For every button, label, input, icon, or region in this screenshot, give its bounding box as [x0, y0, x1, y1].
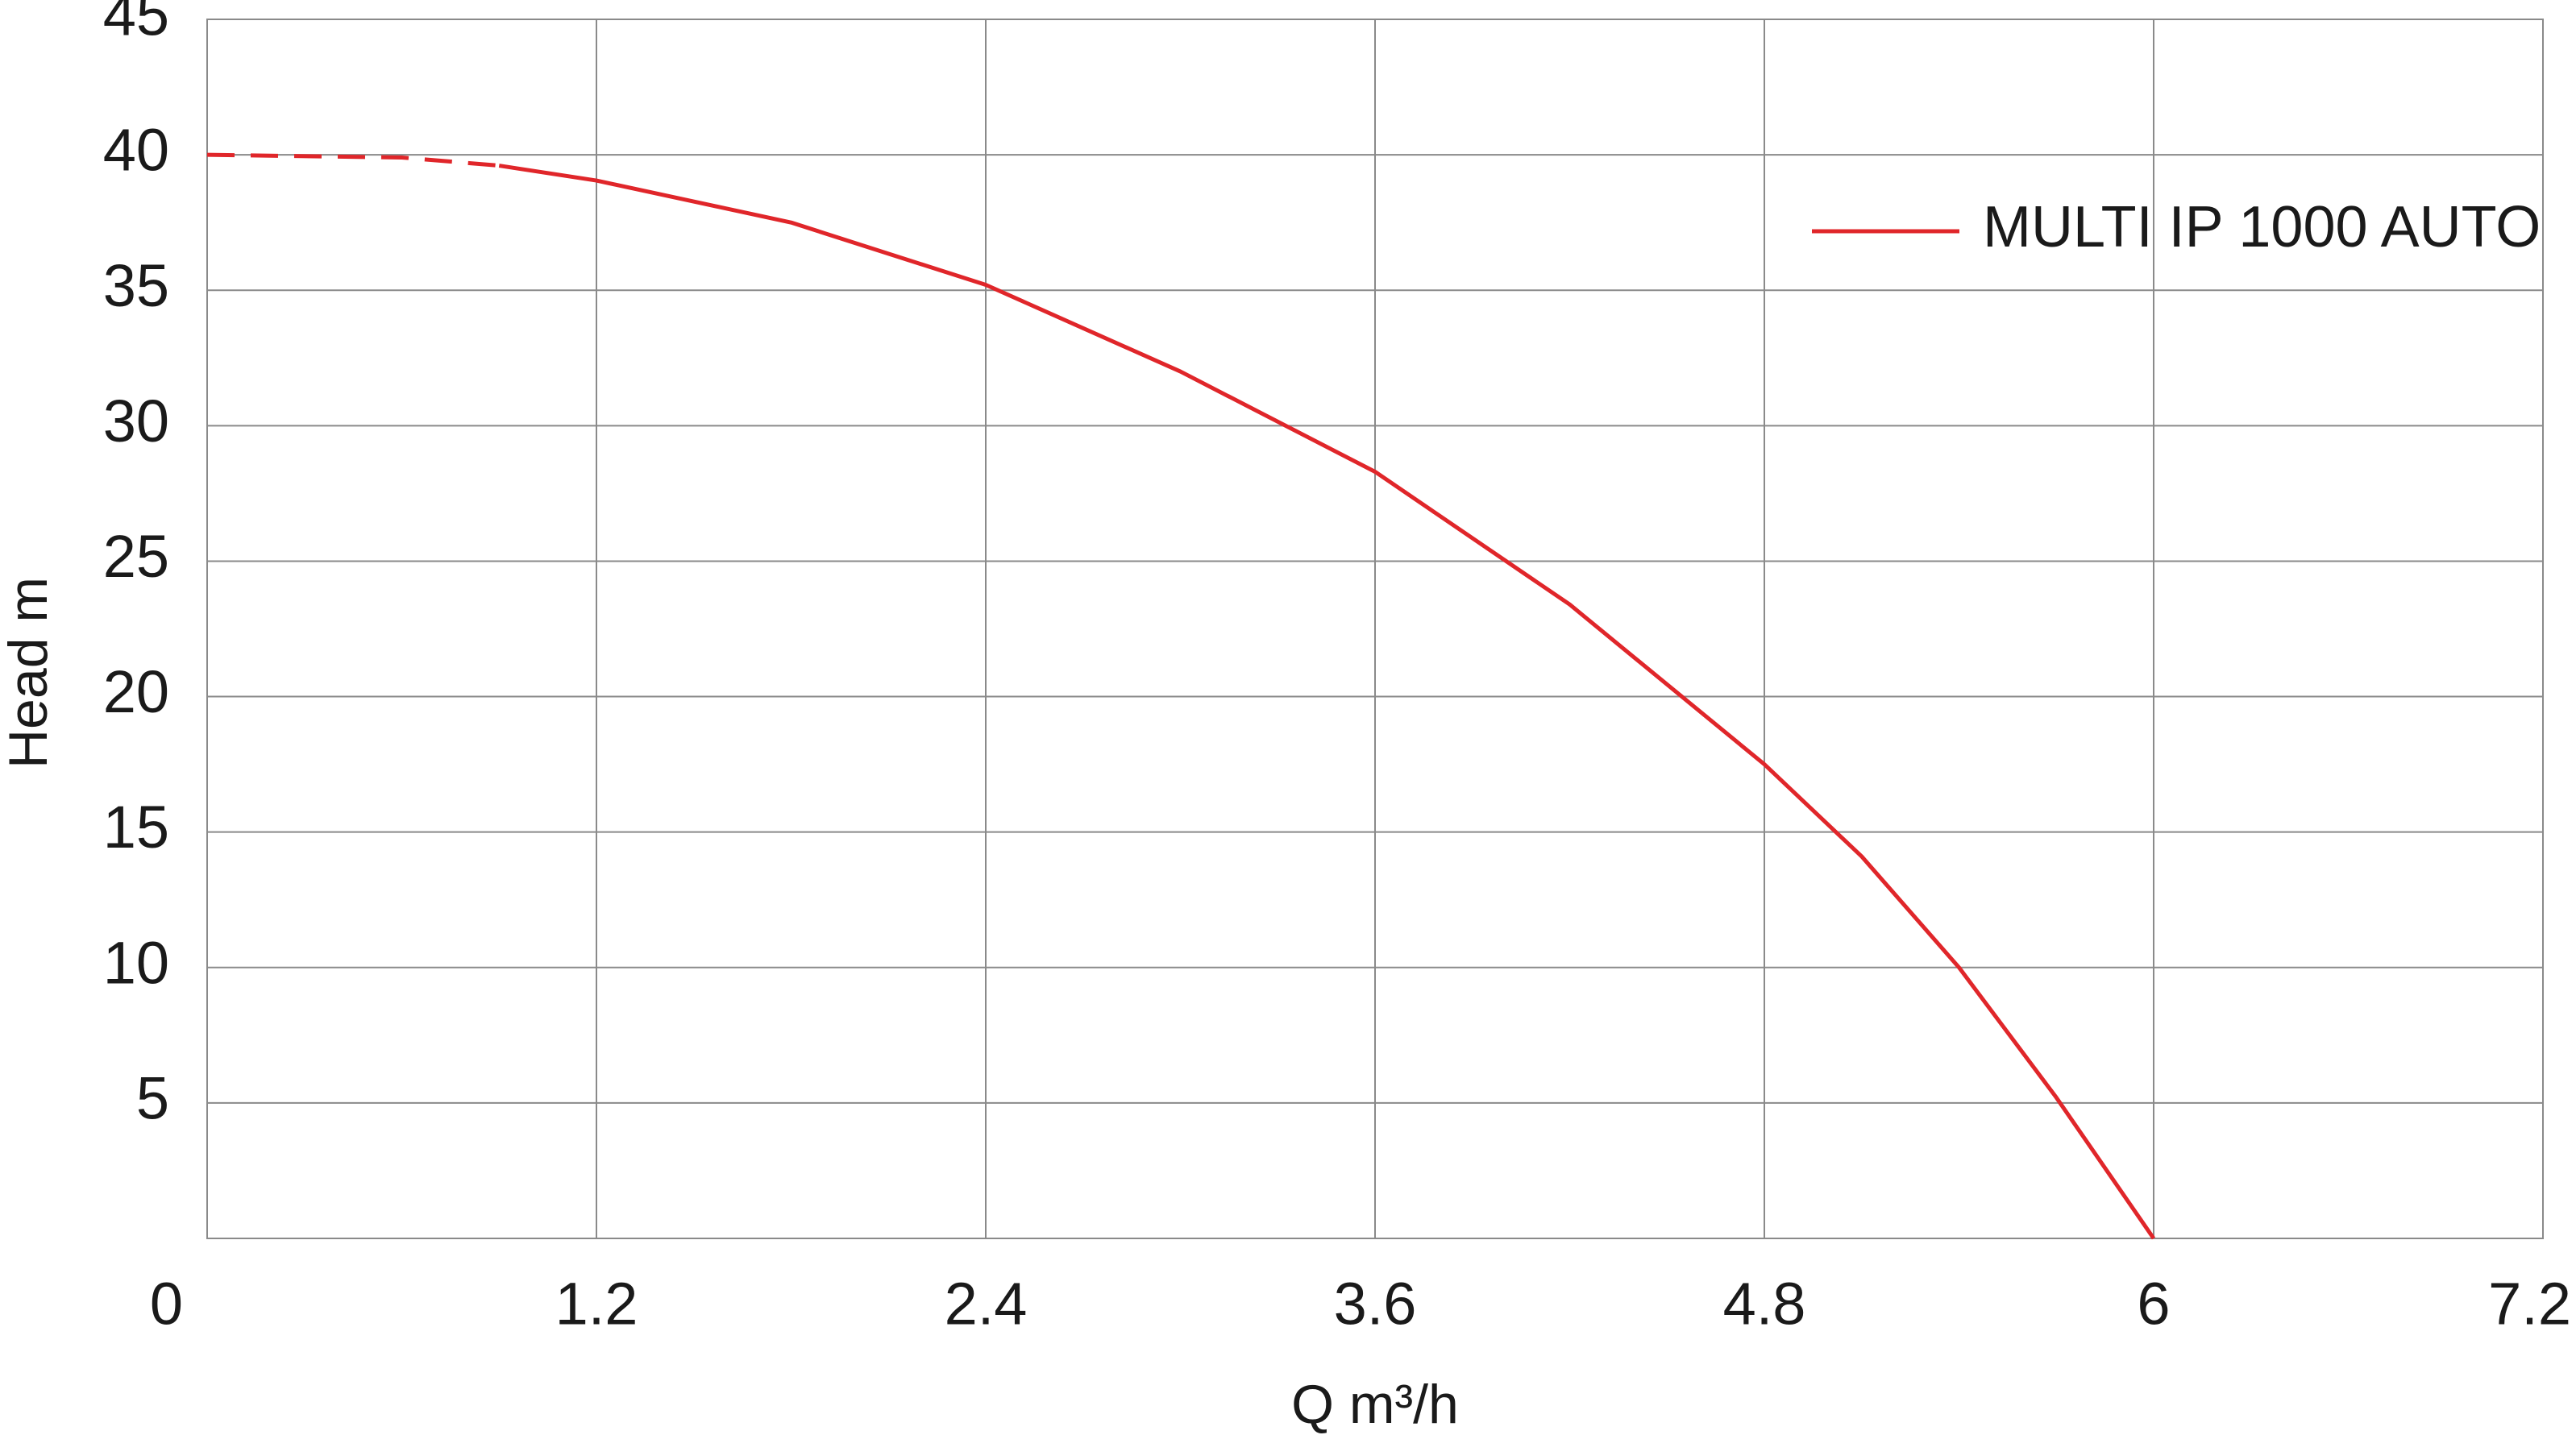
y-tick-label: 25	[103, 523, 169, 590]
legend-label: MULTI IP 1000 AUTO	[1983, 195, 2541, 259]
series-line	[206, 152, 500, 168]
y-tick-label: 45	[103, 0, 169, 48]
x-tick-label: 6	[2137, 1271, 2170, 1338]
x-tick-label: 1.2	[555, 1271, 638, 1338]
y-tick-label: 35	[103, 252, 169, 319]
x-tick-label: 3.6	[1334, 1271, 1417, 1338]
x-tick-label: 4.8	[1723, 1271, 1806, 1338]
series-line	[498, 164, 2156, 1240]
y-tick-label: 40	[103, 117, 169, 184]
x-axis-title: Q m³/h	[1291, 1374, 1459, 1435]
y-axis-title: Head m	[0, 577, 59, 769]
y-tick-label: 30	[103, 388, 169, 454]
y-tick-label: 5	[136, 1064, 169, 1131]
x-tick-label: 7.2	[2488, 1271, 2571, 1338]
x-tick-label: 2.4	[945, 1271, 1028, 1338]
y-tick-label: 15	[103, 794, 169, 861]
y-tick-label: 20	[103, 658, 169, 725]
x-tick-label: 0	[150, 1271, 183, 1338]
y-tick-label: 10	[103, 929, 169, 996]
